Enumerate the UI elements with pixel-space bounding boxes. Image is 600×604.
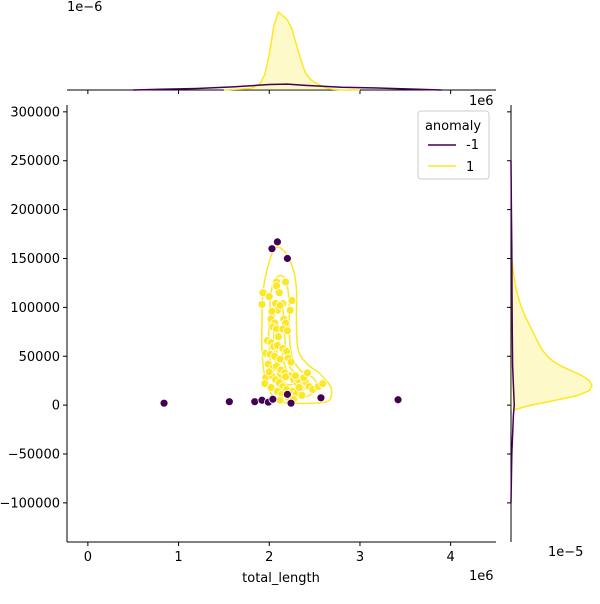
scatter-point-anomaly [316,393,326,403]
right-marginal-plot [507,105,593,542]
x-tick-label: 3 [356,550,364,565]
x-axis-label: total_length [242,571,320,586]
scatter-point-normal [297,390,307,400]
scatter-point-normal [260,379,270,389]
right-marginal-top-label: 1e6 [469,94,494,109]
scatter-point-anomaly [282,389,292,399]
right-density-line-normal [511,258,593,411]
scatter-point-anomaly [250,397,260,407]
top-marginal-offset-label: 1e−6 [67,0,102,15]
scatter-point-anomaly [273,237,282,247]
legend-label-normal: 1 [466,160,474,175]
y-tick-label: 0 [52,399,60,414]
scatter-point-normal [285,305,295,315]
scatter-point-anomaly [224,397,234,407]
scatter-point-anomaly [286,398,296,408]
scatter-point-normal [282,326,292,336]
x-tick-label: 4 [447,550,455,565]
y-tick-label: 250000 [10,154,60,169]
right-marginal-offset-label: 1e−5 [548,545,583,560]
y-tick-label: 150000 [10,252,60,267]
y-tick-label: −50000 [8,448,60,463]
y-tick-label: 100000 [10,301,60,316]
scatter-point-normal [275,395,285,405]
scatter-point-anomaly [159,398,169,408]
legend-title: anomaly [425,119,481,134]
y-tick-label: −100000 [0,496,60,511]
top-density-line-normal [223,10,360,91]
y-tick-label: 200000 [10,203,60,218]
legend-label-anomaly: -1 [466,138,479,153]
scatter-point-normal [264,292,274,302]
scatter-point-normal [267,306,277,316]
top-density-line-anomaly [133,83,442,91]
scatter-point-anomaly [282,254,292,263]
top-marginal-plot [67,10,496,94]
x-tick-label: 0 [84,550,92,565]
scatter-point-normal [294,383,304,392]
scatter-point-normal [273,332,283,342]
scatter-point-normal [264,367,274,377]
x-offset-label: 1e6 [469,569,494,584]
scatter-point-normal [275,301,285,310]
scatter-point-normal [258,288,268,298]
x-tick-label: 1 [174,550,182,565]
scatter-point-anomaly [268,394,278,404]
y-tick-label: 50000 [19,350,60,365]
scatter-point-normal [281,372,290,382]
scatter-point-normal [287,296,297,305]
scatter-point-normal [318,379,328,389]
scatter-point-normal [302,368,312,378]
right-density-fill-normal [511,258,592,411]
scatter-point-normal [274,288,284,298]
top-density-fill-normal [223,12,360,90]
scatter-point-anomaly [267,244,277,254]
y-tick-label: 300000 [10,105,60,120]
scatter-point-anomaly [393,395,403,405]
scatter-point-normal [291,371,300,381]
x-tick-label: 2 [265,550,273,565]
main-scatter-plot: 0 1 2 3 4 −100000 −50000 0 50000 100000 150000 2000… [0,105,496,565]
legend: anomaly -1 1 [417,110,490,180]
scatter-point-normal [257,300,267,309]
scatter-point-normal [266,383,276,392]
scatter-point-normal [286,357,296,367]
right-density-line-anomaly [510,160,515,503]
scatter-point-normal [281,277,290,287]
